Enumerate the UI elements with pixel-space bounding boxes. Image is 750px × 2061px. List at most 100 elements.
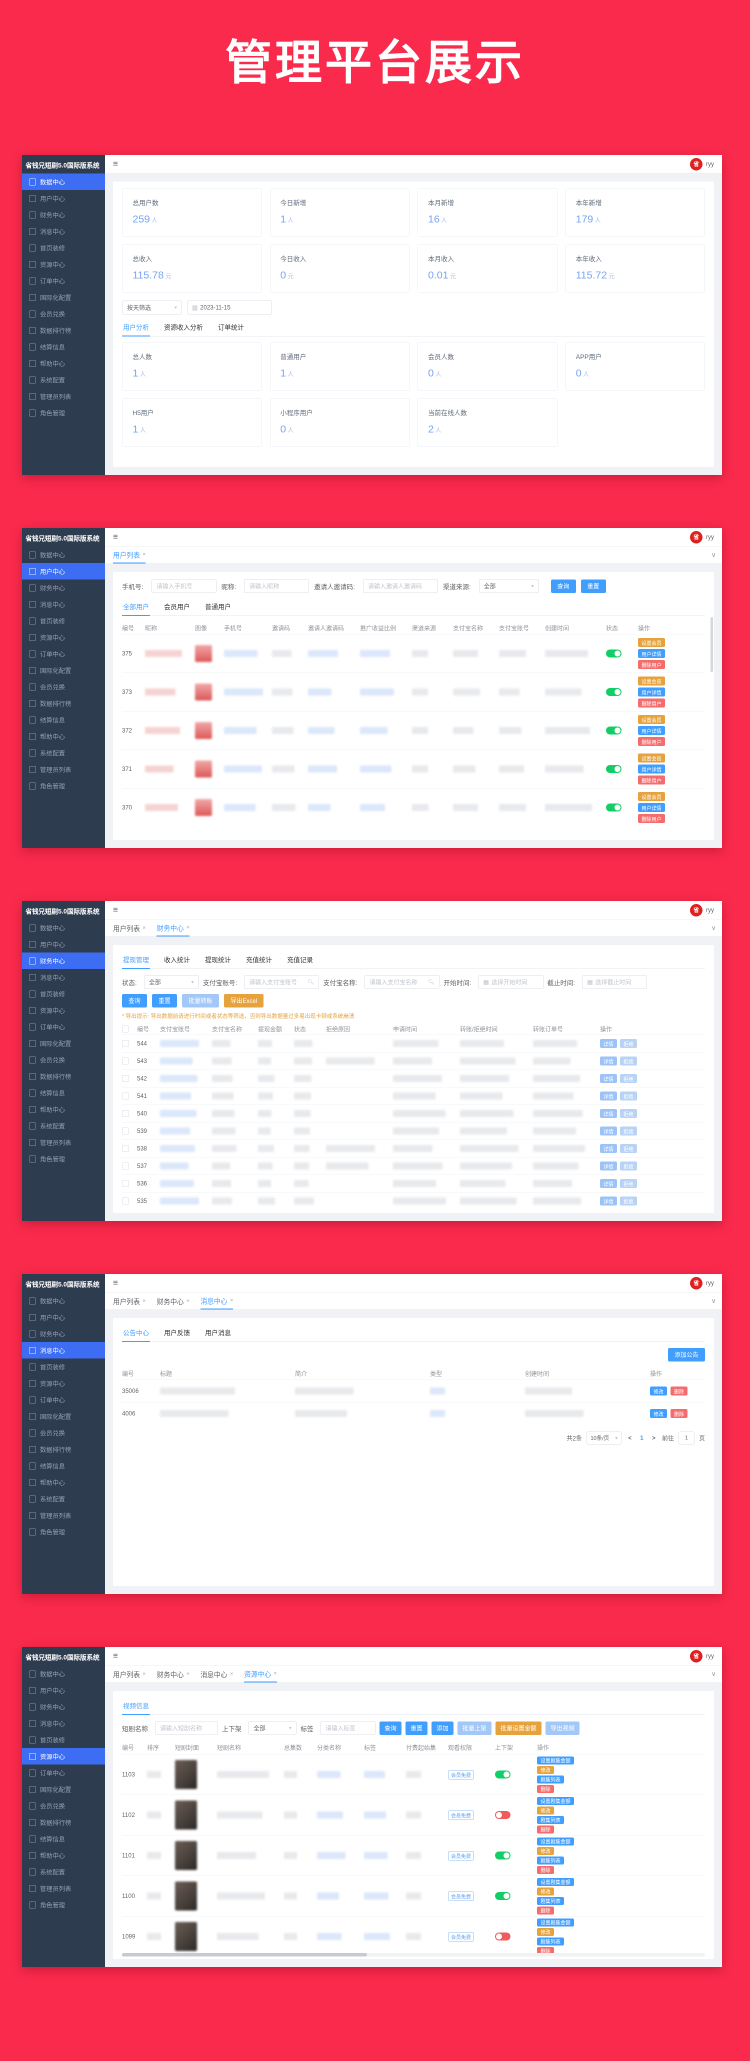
username[interactable]: ryy — [706, 906, 714, 914]
sidebar-item-4[interactable]: 首页装修 — [22, 986, 105, 1003]
row-checkbox[interactable] — [122, 1180, 129, 1187]
批量设置金额-button[interactable]: 批量设置金额 — [495, 1721, 542, 1735]
sidebar-item-9[interactable]: 数据排行榜 — [22, 1814, 105, 1831]
username[interactable]: ryy — [706, 1652, 714, 1660]
hamburger-icon[interactable]: ≡ — [113, 1278, 118, 1288]
source-select[interactable]: 全部 ▾ — [478, 579, 539, 593]
set-member-button[interactable]: 设置会员 — [638, 638, 665, 647]
range-filter-select[interactable]: 按天筛选 ▾ — [122, 300, 182, 315]
设置剧集金额-button[interactable]: 设置剧集金额 — [537, 1877, 574, 1886]
delete-user-button[interactable]: 删除用户 — [638, 698, 665, 708]
row-checkbox[interactable] — [122, 1092, 129, 1100]
tabs-caret-icon[interactable]: ∨ — [711, 1670, 716, 1678]
hamburger-icon[interactable]: ≡ — [113, 905, 118, 915]
subtab-充值统计[interactable]: 充值统计 — [246, 956, 273, 964]
member-free-chip[interactable]: 会员免费 — [448, 1931, 474, 1942]
sidebar-item-12[interactable]: 系统配置 — [22, 1864, 105, 1881]
status-select[interactable]: 全部 ▾ — [143, 975, 199, 989]
publish-toggle[interactable] — [495, 1892, 511, 1900]
reject-button[interactable]: 拒绝 — [620, 1074, 637, 1083]
subtab-提现管理[interactable]: 提现管理 — [122, 952, 151, 969]
filter-input[interactable]: 请输入昵称 — [244, 579, 310, 593]
search-button[interactable]: 查询 — [550, 579, 576, 593]
修改-button[interactable]: 修改 — [537, 1806, 554, 1815]
sidebar-item-5[interactable]: 资源中心 — [22, 1748, 105, 1765]
detail-button[interactable]: 详情 — [600, 1126, 617, 1136]
sidebar-item-11[interactable]: 帮助中心 — [22, 355, 105, 372]
sidebar-item-6[interactable]: 订单中心 — [22, 1392, 105, 1409]
member-free-chip[interactable]: 会员免费 — [448, 1891, 474, 1901]
reject-button[interactable]: 拒绝 — [620, 1161, 637, 1171]
reject-button[interactable]: 拒绝 — [620, 1126, 637, 1136]
查询-button[interactable]: 查询 — [379, 1721, 402, 1735]
reject-button[interactable]: 拒绝 — [620, 1196, 637, 1206]
sidebar-item-0[interactable]: 数据中心 — [22, 173, 105, 190]
user-detail-button[interactable]: 用户详情 — [638, 803, 665, 812]
tab-close-icon[interactable]: × — [142, 1298, 146, 1304]
sidebar-item-12[interactable]: 系统配置 — [22, 1491, 105, 1508]
user-detail-button[interactable]: 用户详情 — [638, 649, 665, 658]
row-checkbox[interactable] — [122, 1197, 129, 1205]
subtab-提现统计[interactable]: 提现统计 — [205, 956, 232, 964]
sidebar-item-3[interactable]: 消息中心 — [22, 1715, 105, 1732]
设置剧集金额-button[interactable]: 设置剧集金额 — [537, 1837, 574, 1846]
date-filter-input[interactable]: ▦ 选择开始时间 — [478, 975, 544, 989]
set-member-button[interactable]: 设置会员 — [638, 715, 665, 724]
sidebar-item-13[interactable]: 管理员列表 — [22, 388, 105, 405]
修改-button[interactable]: 修改 — [537, 1927, 554, 1936]
status-toggle[interactable] — [606, 726, 622, 735]
剧集列表-button[interactable]: 剧集列表 — [537, 1896, 564, 1905]
sidebar-item-5[interactable]: 资源中心 — [22, 256, 105, 273]
tab-close-icon[interactable]: × — [229, 1297, 234, 1304]
删除-button[interactable]: 删除 — [537, 1825, 554, 1834]
horizontal-scrollbar[interactable] — [122, 1953, 705, 1957]
修改-button[interactable]: 修改 — [537, 1765, 554, 1774]
修改-button[interactable]: 修改 — [537, 1846, 554, 1855]
subtab-全部用户[interactable]: 全部用户 — [122, 599, 151, 616]
设置剧集金额-button[interactable]: 设置剧集金额 — [537, 1796, 574, 1805]
sidebar-item-13[interactable]: 管理员列表 — [22, 1507, 105, 1524]
tabs-caret-icon[interactable]: ∨ — [711, 1297, 716, 1305]
删除-button[interactable]: 删除 — [537, 1865, 554, 1874]
sidebar-item-5[interactable]: 资源中心 — [22, 1375, 105, 1392]
sidebar-item-1[interactable]: 用户中心 — [22, 190, 105, 207]
prev-page-button[interactable]: < — [628, 1434, 632, 1442]
avatar[interactable]: 省 — [690, 1276, 703, 1290]
sidebar-item-3[interactable]: 消息中心 — [22, 596, 105, 613]
date-filter-input[interactable]: ▦ 选择截止时间 — [582, 975, 648, 989]
status-toggle[interactable] — [606, 649, 622, 658]
sidebar-item-12[interactable]: 系统配置 — [22, 745, 105, 762]
publish-toggle[interactable] — [495, 1932, 511, 1941]
sidebar-item-4[interactable]: 首页装修 — [22, 1732, 105, 1749]
tab-用户列表[interactable]: 用户列表 × — [113, 1671, 146, 1679]
filter-input[interactable]: 请输入手机号 — [151, 579, 217, 593]
sidebar-item-9[interactable]: 数据排行榜 — [22, 1068, 105, 1085]
date-picker[interactable]: ▦ 2023-11-15 — [187, 300, 272, 315]
row-checkbox[interactable] — [122, 1110, 129, 1117]
reject-button[interactable]: 拒绝 — [620, 1109, 637, 1118]
sidebar-item-1[interactable]: 用户中心 — [22, 563, 105, 580]
publish-toggle[interactable] — [495, 1811, 511, 1819]
hamburger-icon[interactable]: ≡ — [113, 1651, 118, 1661]
vertical-scrollbar[interactable] — [710, 617, 713, 672]
sidebar-item-8[interactable]: 会员兑换 — [22, 1052, 105, 1069]
sidebar-item-9[interactable]: 数据排行榜 — [22, 695, 105, 712]
subtab-充值记录[interactable]: 充值记录 — [287, 956, 314, 964]
tab-消息中心[interactable]: 消息中心 × — [200, 1671, 234, 1679]
sidebar-item-6[interactable]: 订单中心 — [22, 646, 105, 663]
row-checkbox[interactable] — [122, 1057, 129, 1065]
重置-button[interactable]: 重置 — [405, 1721, 428, 1735]
sidebar-item-3[interactable]: 消息中心 — [22, 1342, 105, 1359]
tab-财务中心[interactable]: 财务中心 × — [156, 1671, 190, 1679]
sidebar-item-1[interactable]: 用户中心 — [22, 936, 105, 953]
reject-button[interactable]: 拒绝 — [620, 1091, 637, 1101]
tab-消息中心[interactable]: 消息中心 × — [200, 1293, 234, 1310]
user-detail-button[interactable]: 用户详情 — [638, 726, 665, 735]
sidebar-item-10[interactable]: 结算信息 — [22, 339, 105, 356]
goto-page-input[interactable]: 1 — [678, 1431, 695, 1445]
sidebar-item-2[interactable]: 财务中心 — [22, 1699, 105, 1716]
设置剧集金额-button[interactable]: 设置剧集金额 — [537, 1756, 574, 1765]
subtab-收入统计[interactable]: 收入统计 — [164, 956, 191, 964]
sidebar-item-11[interactable]: 帮助中心 — [22, 1847, 105, 1864]
sidebar-item-7[interactable]: 国际化配置 — [22, 1035, 105, 1052]
